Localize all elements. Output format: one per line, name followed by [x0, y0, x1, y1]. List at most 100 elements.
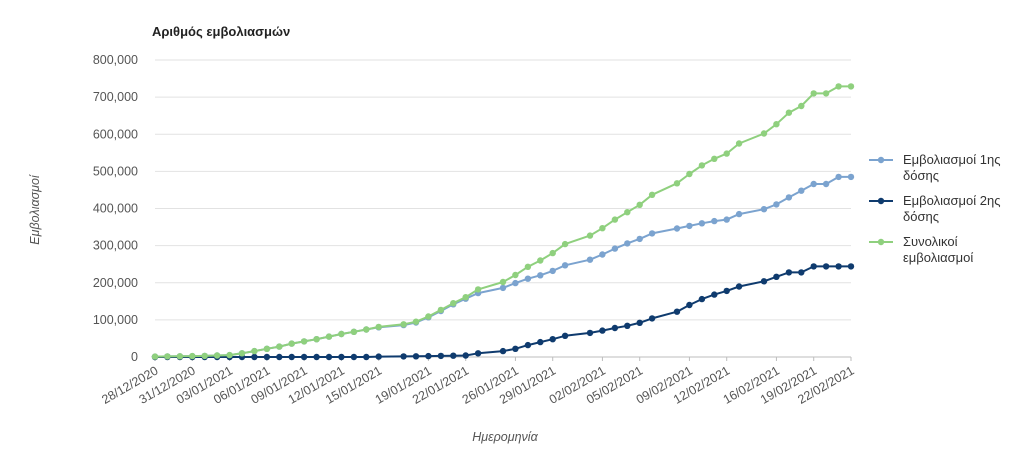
data-point[interactable] [698, 220, 706, 227]
data-point[interactable] [822, 90, 830, 97]
data-point[interactable] [798, 187, 805, 194]
data-point[interactable] [611, 324, 619, 332]
data-point[interactable] [176, 353, 184, 360]
data-point[interactable] [375, 353, 382, 360]
data-point[interactable] [798, 269, 805, 276]
data-point[interactable] [673, 180, 681, 187]
data-point[interactable] [338, 330, 345, 338]
data-point[interactable] [711, 291, 718, 298]
data-point[interactable] [599, 225, 606, 232]
data-point[interactable] [735, 210, 743, 218]
data-point[interactable] [773, 201, 780, 208]
data-point[interactable] [711, 217, 718, 225]
data-point[interactable] [226, 351, 233, 359]
legend-item[interactable]: Εμβολιασμοί 1ης δόσης [869, 152, 1001, 183]
data-point[interactable] [624, 209, 631, 216]
data-point[interactable] [313, 353, 320, 361]
data-point[interactable] [735, 283, 743, 290]
data-point[interactable] [201, 352, 208, 360]
data-point[interactable] [735, 140, 743, 147]
data-point[interactable] [785, 109, 793, 116]
data-point[interactable] [412, 353, 420, 360]
legend-item[interactable]: Εμβολιασμοί 2ης δόσης [869, 193, 1001, 224]
data-point[interactable] [350, 328, 358, 335]
data-point[interactable] [785, 269, 793, 276]
data-point[interactable] [474, 350, 482, 357]
data-point[interactable] [636, 201, 643, 208]
data-point[interactable] [847, 173, 855, 181]
data-point[interactable] [276, 353, 283, 361]
data-point[interactable] [611, 216, 619, 223]
data-point[interactable] [760, 278, 768, 285]
data-point[interactable] [363, 353, 370, 361]
data-point[interactable] [338, 353, 345, 361]
data-point[interactable] [711, 155, 718, 162]
data-point[interactable] [263, 345, 271, 352]
data-point[interactable] [636, 319, 643, 326]
data-point[interactable] [450, 300, 457, 307]
data-point[interactable] [512, 345, 519, 352]
data-point[interactable] [288, 353, 295, 361]
data-point[interactable] [437, 306, 445, 314]
data-point[interactable] [561, 262, 569, 269]
data-point[interactable] [586, 256, 594, 263]
data-point[interactable] [723, 150, 730, 157]
data-point[interactable] [773, 273, 780, 280]
data-point[interactable] [400, 353, 407, 360]
data-point[interactable] [474, 286, 482, 293]
data-point[interactable] [512, 279, 519, 287]
data-point[interactable] [151, 353, 159, 360]
data-point[interactable] [835, 83, 842, 90]
data-point[interactable] [325, 333, 333, 340]
data-point[interactable] [350, 353, 358, 361]
data-point[interactable] [810, 90, 817, 97]
data-point[interactable] [648, 191, 656, 198]
data-point[interactable] [561, 240, 569, 248]
data-point[interactable] [698, 295, 706, 303]
data-point[interactable] [822, 263, 830, 270]
data-point[interactable] [624, 240, 631, 247]
data-point[interactable] [636, 235, 643, 243]
data-point[interactable] [686, 301, 693, 309]
legend-item[interactable]: Συνολικοί εμβολιασμοί [869, 234, 973, 265]
data-point[interactable] [524, 263, 532, 270]
data-point[interactable] [499, 284, 507, 292]
data-point[interactable] [462, 352, 469, 359]
data-point[interactable] [499, 347, 507, 355]
data-point[interactable] [313, 336, 320, 343]
data-point[interactable] [450, 352, 457, 359]
data-point[interactable] [512, 271, 519, 279]
data-point[interactable] [524, 341, 532, 349]
data-point[interactable] [847, 83, 855, 90]
data-point[interactable] [798, 102, 805, 110]
data-point[interactable] [288, 340, 295, 347]
data-point[interactable] [238, 350, 246, 357]
data-point[interactable] [164, 353, 171, 360]
data-point[interactable] [524, 275, 532, 282]
data-point[interactable] [251, 347, 258, 355]
data-point[interactable] [723, 216, 730, 223]
data-point[interactable] [537, 272, 544, 279]
data-point[interactable] [189, 352, 196, 360]
data-point[interactable] [698, 162, 706, 169]
data-point[interactable] [611, 245, 619, 252]
data-point[interactable] [586, 329, 594, 337]
data-point[interactable] [822, 180, 830, 188]
data-point[interactable] [425, 352, 432, 360]
data-point[interactable] [648, 315, 656, 322]
data-point[interactable] [648, 230, 656, 237]
data-point[interactable] [785, 194, 793, 201]
data-point[interactable] [425, 313, 432, 320]
data-point[interactable] [251, 353, 258, 361]
data-point[interactable] [561, 332, 569, 339]
data-point[interactable] [375, 323, 382, 331]
data-point[interactable] [810, 180, 817, 188]
data-point[interactable] [760, 130, 768, 137]
data-point[interactable] [673, 308, 681, 315]
data-point[interactable] [363, 326, 370, 333]
data-point[interactable] [300, 353, 308, 361]
data-point[interactable] [586, 232, 594, 239]
data-point[interactable] [624, 322, 631, 329]
data-point[interactable] [599, 327, 606, 334]
data-point[interactable] [549, 267, 556, 275]
